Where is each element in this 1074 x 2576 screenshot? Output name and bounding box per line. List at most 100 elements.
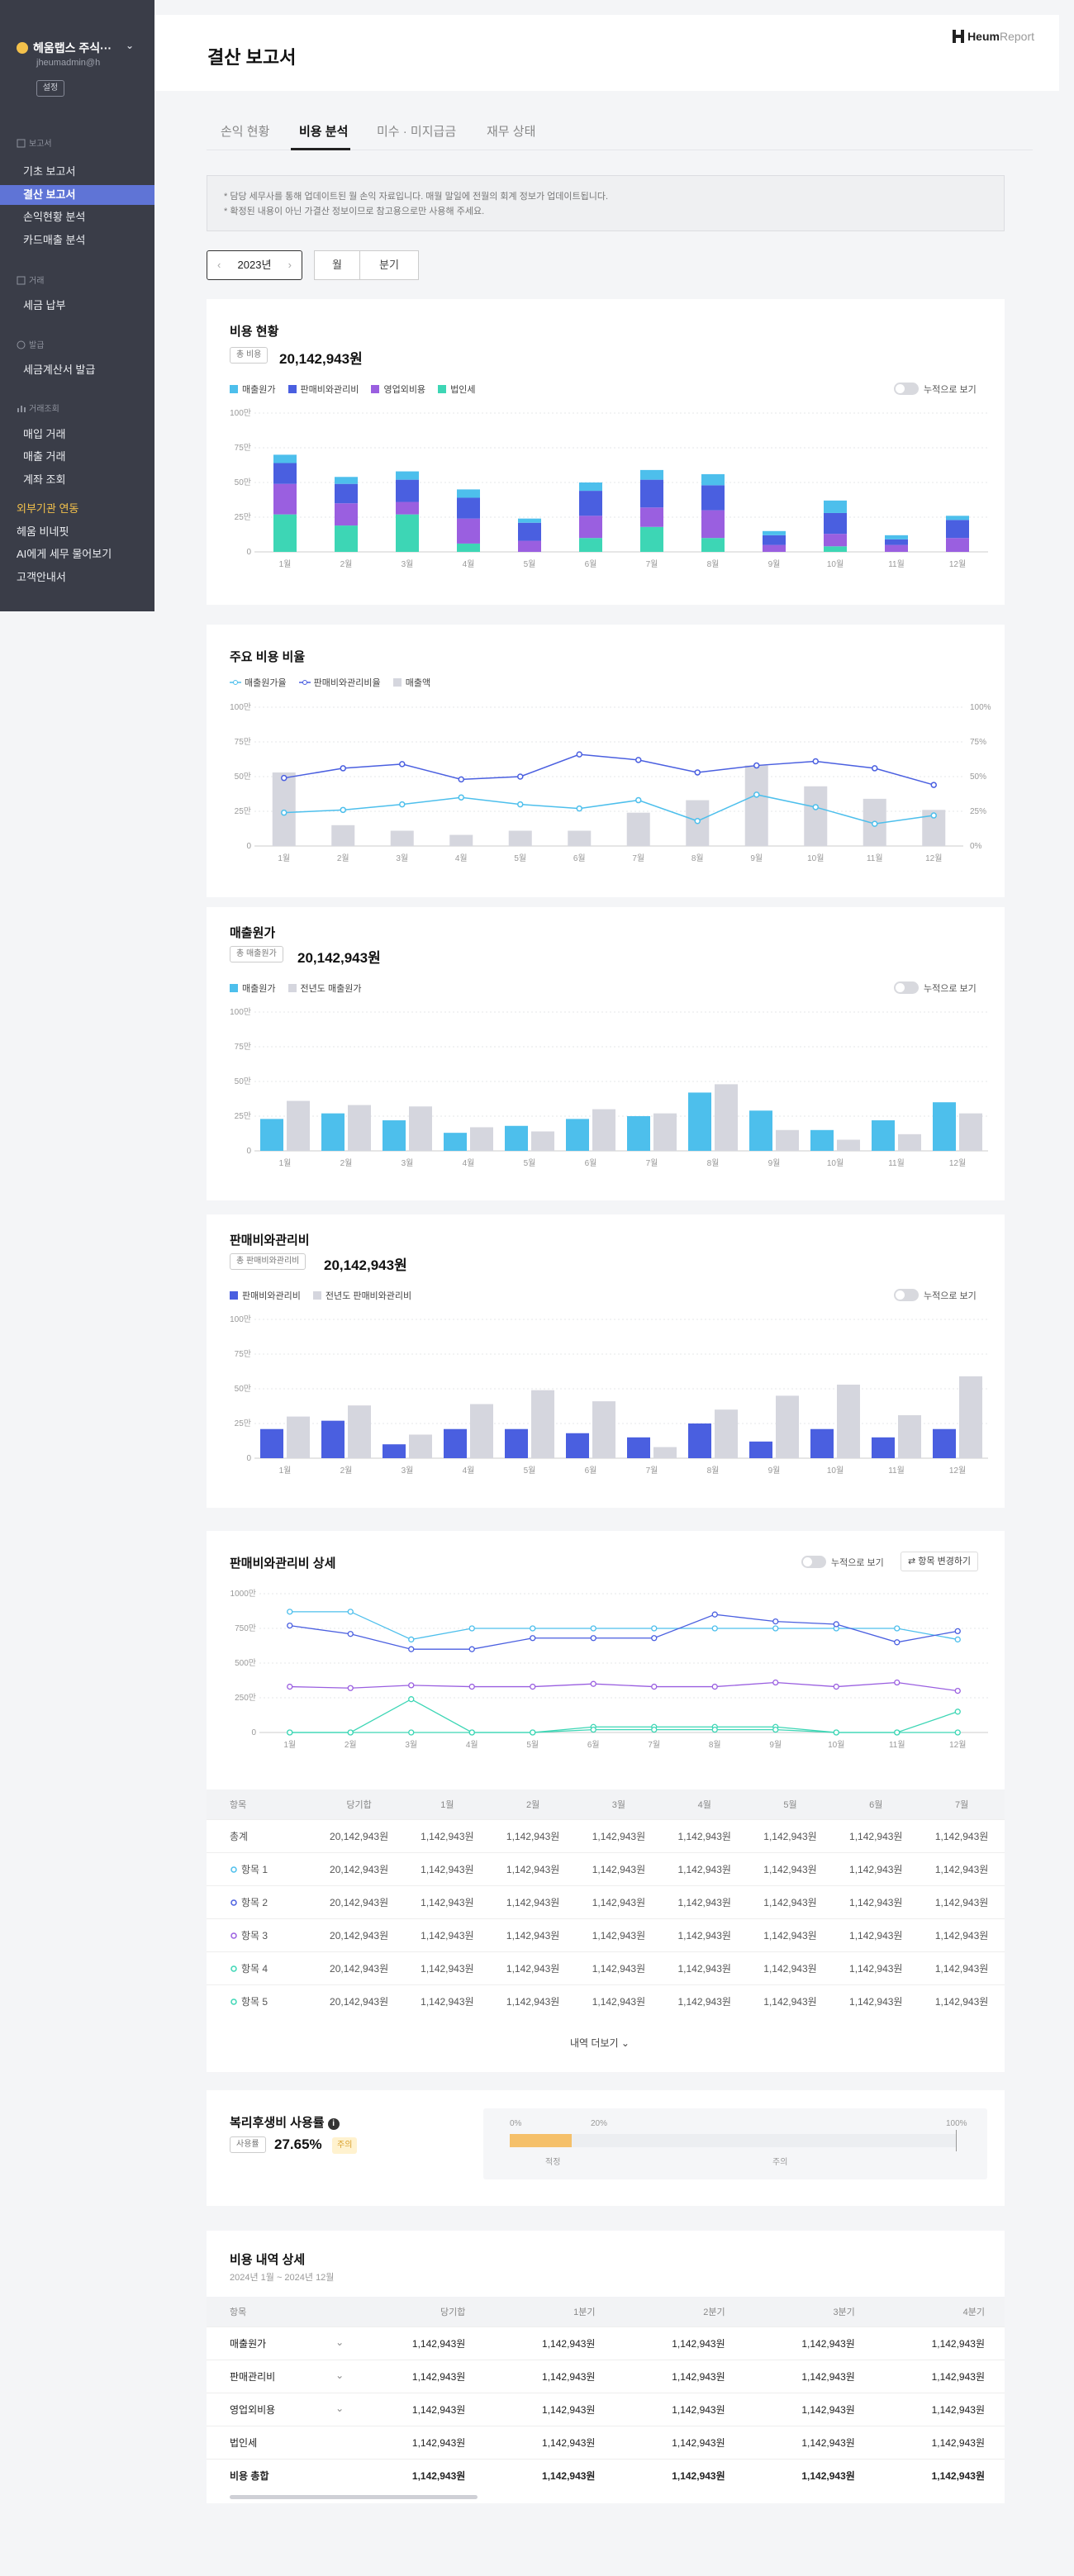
chevron-down-icon[interactable]: ⌄ (335, 2402, 345, 2414)
table-cell: 1,142,943원 (744, 2458, 875, 2492)
data-point (590, 1726, 596, 1733)
sidebar-item-invoice[interactable]: 세금계산서 발급 (23, 364, 96, 376)
table-cell: 1,142,943원 (833, 1818, 920, 1852)
company-selector[interactable]: 헤움랩스 주식··· ⌄ (17, 40, 134, 56)
sidebar-item-benefit[interactable]: 헤움 비네핏 (17, 525, 69, 538)
sidebar-item-account[interactable]: 계좌 조회 (23, 473, 66, 486)
data-point (347, 1631, 354, 1637)
table-row: 항목 4 20,142,943원 1,142,943원 1,142,943원 1,142… (207, 1951, 1005, 1984)
x-tick-label: 6월 (585, 559, 597, 569)
sidebar-item-guide[interactable]: 고객안내서 (17, 571, 66, 583)
column-header: 당기합 (355, 2297, 486, 2326)
bar (688, 1092, 711, 1151)
x-tick-label: 11월 (888, 559, 905, 569)
logo[interactable]: HeumReport (953, 30, 1034, 43)
settings-button[interactable]: 설정 (36, 80, 64, 97)
table-cell: 항목 5 (207, 1984, 314, 2018)
toggle-switch[interactable] (894, 1289, 919, 1301)
change-items-button[interactable]: ⇄ 항목 변경하기 (901, 1552, 979, 1571)
sidebar-item-tax-payment[interactable]: 세금 납부 (23, 299, 66, 311)
sidebar-item-external[interactable]: 외부기관 연동 (17, 502, 79, 515)
tab-cost-analysis[interactable]: 비용 분석 (299, 125, 349, 139)
sidebar-item-basic-report[interactable]: 기초 보고서 (23, 165, 76, 178)
column-header: 7월 (919, 1789, 1005, 1819)
data-point (287, 1683, 293, 1690)
y-tick-label: 750만 (235, 1623, 256, 1633)
table-row[interactable]: 판매관리비 ⌄ 1,142,943원 1,142,943원 1,142,943원 1,14… (207, 2359, 1005, 2393)
bar (744, 765, 768, 846)
tab-receivables[interactable]: 미수 · 미지급금 (377, 125, 457, 139)
sidebar-item-purchase[interactable]: 매입 거래 (23, 428, 66, 440)
x-tick-label: 2월 (345, 1740, 357, 1750)
chevron-down-icon: ⌄ (620, 2037, 630, 2049)
table-cell: 20,142,943원 (313, 1918, 405, 1951)
period-quarter-button[interactable]: 분기 (359, 250, 419, 280)
page-title: 결산 보고서 (207, 47, 297, 68)
chevron-down-icon[interactable]: ⌄ (126, 40, 135, 51)
data-point (954, 1628, 961, 1635)
cumulative-toggle[interactable]: 누적으로 보기 (894, 981, 977, 995)
sidebar-item-card-sales[interactable]: 카드매출 분석 (23, 234, 86, 246)
legend-item: 매출원가율 (230, 676, 287, 689)
bar-segment (885, 539, 908, 545)
toggle-switch[interactable] (801, 1556, 826, 1568)
data-point (651, 1726, 658, 1733)
cumulative-toggle[interactable]: 누적으로 보기 (894, 1289, 977, 1302)
bar (260, 1119, 283, 1151)
cumulative-toggle[interactable]: 누적으로 보기 (801, 1556, 884, 1569)
zone-label: 적정 (545, 2158, 561, 2167)
table-cell: 1,142,943원 (919, 1818, 1005, 1852)
series-line (289, 1681, 958, 1692)
table-cell: 1,142,943원 (404, 1918, 491, 1951)
year-selector[interactable]: ‹ 2023년 › (207, 250, 302, 280)
data-point (833, 1729, 839, 1736)
cumulative-toggle[interactable]: 누적으로 보기 (894, 383, 977, 396)
tab-pl-status[interactable]: 손익 현황 (221, 125, 270, 139)
info-icon[interactable]: i (327, 2118, 340, 2130)
tab-financial-status[interactable]: 재무 상태 (487, 125, 536, 139)
x-tick-label: 12월 (949, 1466, 966, 1476)
toggle-switch[interactable] (894, 981, 919, 994)
y2-tick-label: 0% (970, 842, 982, 851)
table-cell: 매출원가 ⌄ (207, 2326, 356, 2360)
table-cell: 1,142,943원 (485, 2458, 615, 2492)
sidebar-item-pl-analysis[interactable]: 손익현황 분석 (23, 211, 86, 223)
bar-segment (763, 544, 786, 552)
x-tick-label: 12월 (949, 1740, 966, 1750)
data-point (530, 1729, 536, 1736)
data-point (281, 809, 288, 816)
bar-segment (763, 535, 786, 545)
bar (444, 1133, 467, 1151)
bar (566, 1119, 589, 1151)
x-tick-label: 10월 (827, 1466, 844, 1476)
bar-segment (335, 477, 358, 484)
data-point (530, 1625, 536, 1632)
bar-segment (824, 500, 847, 513)
bar (653, 1113, 677, 1151)
bar (260, 1428, 283, 1458)
chevron-down-icon[interactable]: ⌄ (335, 2369, 345, 2381)
sidebar-item-sales[interactable]: 매출 거래 (23, 450, 66, 463)
sidebar-item-ai-ask[interactable]: AI에게 세무 물어보기 (17, 548, 112, 560)
table-row[interactable]: 매출원가 ⌄ 1,142,943원 1,142,943원 1,142,943원 1,142… (207, 2326, 1005, 2360)
toggle-switch[interactable] (894, 383, 919, 395)
bar (959, 1113, 982, 1151)
table-cell: 항목 2 (207, 1884, 314, 1918)
period-month-button[interactable]: 월 (314, 250, 360, 280)
show-more-button[interactable]: 내역 더보기 ⌄ (570, 2037, 630, 2049)
x-tick-label: 5월 (524, 559, 536, 569)
table-row[interactable]: 영업외비용 ⌄ 1,142,943원 1,142,943원 1,142,943원 1,14… (207, 2392, 1005, 2426)
chevron-down-icon[interactable]: ⌄ (335, 2336, 345, 2348)
bar-segment (579, 516, 602, 539)
horizontal-scrollbar[interactable] (230, 2495, 478, 2499)
x-tick-label: 2월 (340, 559, 353, 569)
bar (749, 1441, 772, 1458)
x-tick-label: 6월 (573, 853, 586, 863)
chevron-right-icon[interactable]: › (288, 259, 292, 271)
table-cell: 1,142,943원 (744, 2392, 875, 2426)
x-tick-label: 3월 (402, 1466, 414, 1476)
data-point (894, 1639, 901, 1646)
chevron-left-icon[interactable]: ‹ (217, 259, 221, 271)
bar-segment (640, 469, 663, 480)
sidebar-item-closing-report[interactable]: 결산 보고서 (0, 185, 154, 205)
